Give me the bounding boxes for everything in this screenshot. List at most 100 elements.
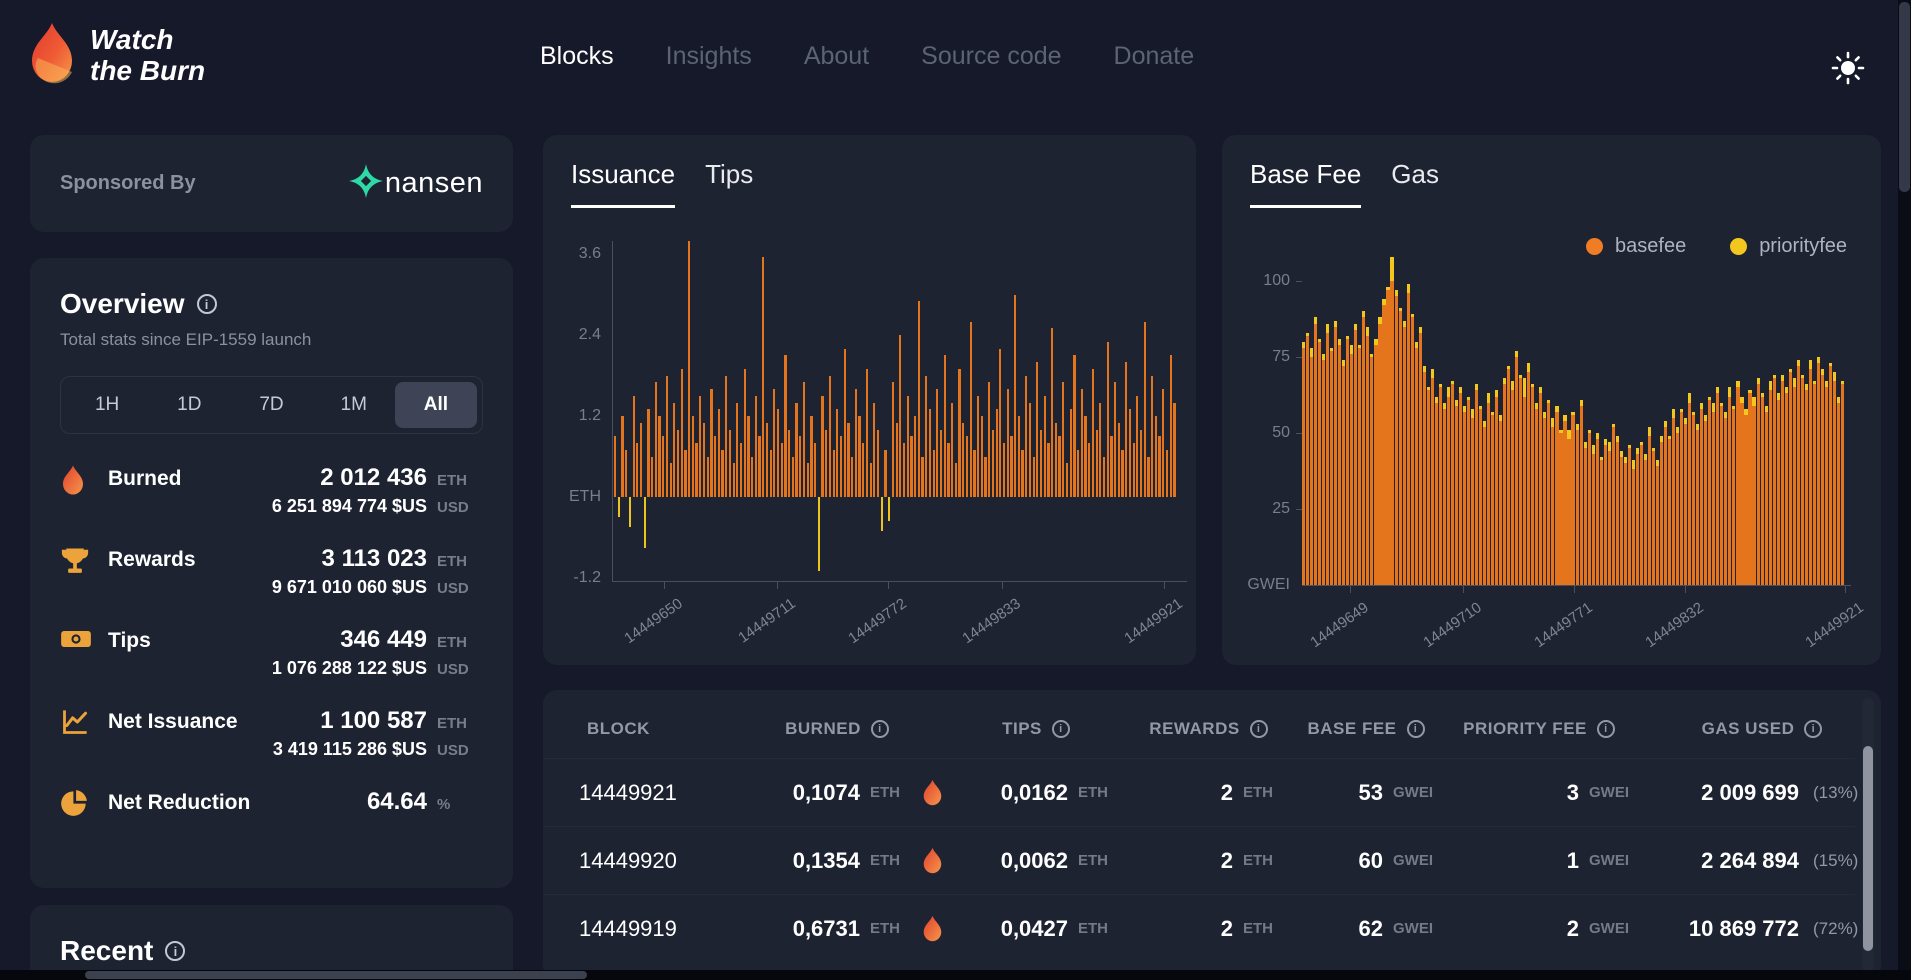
column-header-label: PRIORITY FEE xyxy=(1463,719,1587,739)
basefee-tab-base-fee[interactable]: Base Fee xyxy=(1250,159,1361,208)
basefee-bar xyxy=(1314,324,1317,585)
issuance-bar xyxy=(1136,396,1138,497)
stat-usd-row: 3 419 115 286 $USUSD xyxy=(273,739,483,760)
range-tab-1h[interactable]: 1H xyxy=(66,382,148,428)
issuance-tab-tips[interactable]: Tips xyxy=(705,159,753,208)
priorityfee-bar xyxy=(1636,448,1639,454)
issuance-bar xyxy=(688,241,690,497)
issuance-bar xyxy=(1040,430,1042,498)
rewards-cell: 2ETH xyxy=(1126,916,1291,942)
basefee-bar xyxy=(1519,378,1522,585)
range-tab-7d[interactable]: 7D xyxy=(230,382,312,428)
basefee-bar xyxy=(1797,366,1800,585)
page-horizontal-scrollbar[interactable] xyxy=(0,970,1911,980)
issuance-bar xyxy=(847,423,849,497)
stat-usd-value: 3 419 115 286 $US xyxy=(273,739,427,760)
table-row[interactable]: 144499210,1074ETH0,0162ETH2ETH53GWEI3GWE… xyxy=(543,758,1855,826)
issuance-bar xyxy=(781,443,783,497)
basefee-tab-gas[interactable]: Gas xyxy=(1391,159,1439,208)
issuance-bar xyxy=(1110,436,1112,497)
basefee-bar xyxy=(1829,366,1832,585)
x-axis-label: 14449710 xyxy=(1420,599,1484,651)
sun-icon xyxy=(1831,51,1865,90)
basefee-bar xyxy=(1785,393,1788,585)
issuance-bar xyxy=(1084,416,1086,497)
issuance-bar xyxy=(836,409,838,497)
issuance-bar xyxy=(903,443,905,497)
page-vertical-scrollbar-thumb[interactable] xyxy=(1899,2,1910,192)
legend-item-basefee[interactable]: basefee xyxy=(1586,235,1686,258)
stat-value: 2 012 436 xyxy=(320,464,427,492)
nav-item-about[interactable]: About xyxy=(804,42,869,71)
info-icon[interactable]: i xyxy=(165,941,185,961)
priorityfee-bar xyxy=(1801,375,1804,378)
priorityfee-bar xyxy=(1805,384,1808,390)
range-tab-all[interactable]: All xyxy=(395,382,477,428)
issuance-bar xyxy=(621,416,623,497)
info-icon[interactable]: i xyxy=(1407,720,1425,738)
nav-item-source-code[interactable]: Source code xyxy=(921,42,1061,71)
basefee-bar xyxy=(1511,390,1514,585)
issuance-bar xyxy=(1044,396,1046,497)
issuance-bar xyxy=(1155,416,1157,497)
nansen-logo[interactable]: nansen xyxy=(349,164,483,203)
issuance-bar xyxy=(662,436,664,497)
issuance-bar xyxy=(633,396,635,497)
basefee-bar xyxy=(1724,418,1727,585)
basefee-bar xyxy=(1431,378,1434,585)
basefee-bar xyxy=(1527,372,1530,585)
basefee-bar xyxy=(1455,406,1458,585)
table-row[interactable]: 144499200,1354ETH0,0062ETH2ETH60GWEI1GWE… xyxy=(543,826,1855,894)
issuance-bar xyxy=(1118,423,1120,497)
issuance-bar xyxy=(755,396,757,497)
range-tab-1m[interactable]: 1M xyxy=(313,382,395,428)
y-axis-label: 2.4 xyxy=(557,326,601,344)
info-icon[interactable]: i xyxy=(871,720,889,738)
y-axis-label: 50 xyxy=(1240,424,1290,442)
basefee-bar xyxy=(1744,415,1747,585)
info-icon[interactable]: i xyxy=(197,294,217,314)
page-vertical-scrollbar[interactable] xyxy=(1898,0,1911,970)
priorityfee-bar xyxy=(1551,418,1554,427)
table-row[interactable]: 144499190,6731ETH0,0427ETH2ETH62GWEI2GWE… xyxy=(543,894,1855,962)
theme-toggle-button[interactable] xyxy=(1830,52,1866,88)
info-icon[interactable]: i xyxy=(1597,720,1615,738)
issuance-bar xyxy=(918,301,920,497)
table-scrollbar[interactable] xyxy=(1862,698,1874,972)
stat-unit: ETH xyxy=(437,553,483,570)
nav-item-donate[interactable]: Donate xyxy=(1114,42,1195,71)
basefee-bar xyxy=(1656,466,1659,585)
burned-value: 0,1074 xyxy=(793,780,860,806)
sponsor-label: Sponsored By xyxy=(60,172,196,195)
nav-item-insights[interactable]: Insights xyxy=(666,42,752,71)
priorityfee-bar xyxy=(1744,409,1747,415)
issuance-bar xyxy=(744,369,746,497)
info-icon[interactable]: i xyxy=(1250,720,1268,738)
basefee-bar xyxy=(1302,348,1305,585)
basefee-bar xyxy=(1612,427,1615,585)
basefee-bar xyxy=(1543,418,1546,585)
eth-unit: ETH xyxy=(1078,784,1126,801)
issuance-tab-issuance[interactable]: Issuance xyxy=(571,159,675,208)
issuance-bar xyxy=(699,396,701,497)
priorityfee-bar xyxy=(1346,336,1349,339)
table-scrollbar-thumb[interactable] xyxy=(1863,746,1873,951)
issuance-bar xyxy=(792,457,794,498)
stat-unit: ETH xyxy=(437,715,483,732)
issuance-bar xyxy=(673,403,675,498)
nav-item-blocks[interactable]: Blocks xyxy=(540,42,614,71)
basefee-bar xyxy=(1668,439,1671,585)
basefee-bar xyxy=(1419,333,1422,585)
app-logo[interactable]: Watch the Burn xyxy=(28,22,205,89)
legend-item-priorityfee[interactable]: priorityfee xyxy=(1730,235,1847,258)
page-horizontal-scrollbar-thumb[interactable] xyxy=(85,971,587,979)
issuance-bar xyxy=(740,443,742,497)
base-fee-value: 53 xyxy=(1359,780,1383,806)
info-icon[interactable]: i xyxy=(1052,720,1070,738)
info-icon[interactable]: i xyxy=(1804,720,1822,738)
stat-usd-value: 6 251 894 774 $US xyxy=(272,496,427,517)
gwei-unit: GWEI xyxy=(1589,784,1637,801)
range-tab-1d[interactable]: 1D xyxy=(148,382,230,428)
flame-icon xyxy=(922,779,946,806)
priorityfee-bar xyxy=(1752,397,1755,406)
